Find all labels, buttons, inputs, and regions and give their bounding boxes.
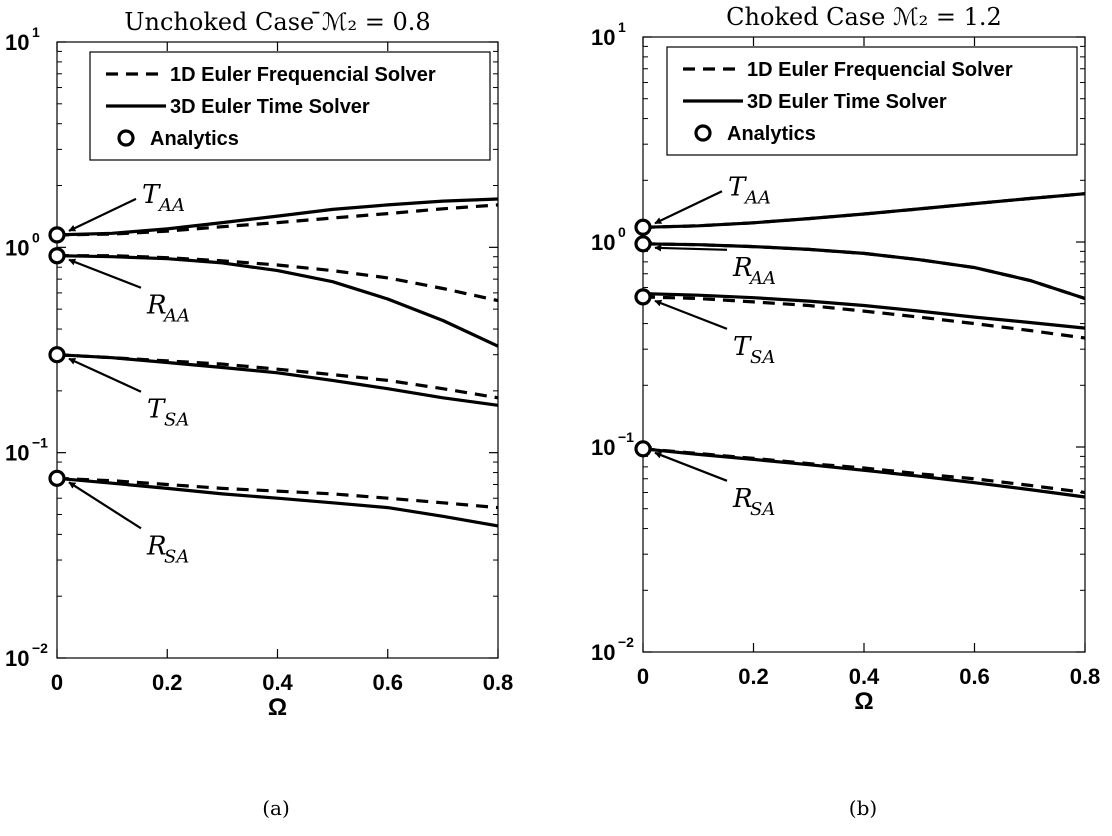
x-tick-label: 0.6 <box>372 670 403 695</box>
y-tick-exponent: 0 <box>32 229 40 245</box>
annotation-arrow <box>68 481 142 530</box>
x-tick-label: 0 <box>637 664 649 689</box>
y-tick-label: 10 <box>5 235 29 260</box>
x-tick-label: 0.8 <box>1070 664 1101 689</box>
series-line-r-aa-1d <box>57 254 499 303</box>
legend-label: Analytics <box>727 123 816 145</box>
annotation-arrow <box>68 357 142 393</box>
series-line-t-sa-3d <box>642 292 1086 330</box>
annotation-arrow <box>654 244 728 252</box>
annotation-subscript: AA <box>748 268 776 289</box>
x-axis-label: Ω <box>854 688 873 715</box>
x-tick-label: 0 <box>51 670 63 695</box>
annotation-label: R <box>732 253 753 283</box>
annotation-label: T <box>728 172 747 202</box>
legend: 1D Euler Frequencial Solver 3D Euler Time… <box>666 46 1078 156</box>
chart-title: Choked Case ℳ₂ = 1.2 <box>726 3 1002 31</box>
y-tick-exponent: −1 <box>32 435 48 451</box>
legend-swatch-marker <box>694 124 712 142</box>
x-tick-label: 0.2 <box>738 664 769 689</box>
annotation-subscript: AA <box>162 306 190 327</box>
annotation-subscript: AA <box>157 195 185 216</box>
analytics-marker <box>634 288 652 306</box>
analytics-marker <box>48 346 66 364</box>
annotation-label: R <box>732 484 753 514</box>
annotation-subscript: SA <box>164 546 189 567</box>
series-line-t-sa-1d <box>56 353 499 400</box>
series-line-t-sa-1d <box>642 295 1086 340</box>
annotation-label: T <box>733 332 752 362</box>
x-tick-label: 0.4 <box>262 670 293 695</box>
annotation-arrow <box>654 451 728 482</box>
legend-swatch-marker <box>117 129 135 147</box>
annotation-subscript: SA <box>750 499 775 520</box>
series-line-r-aa-3d <box>56 254 499 348</box>
y-tick-exponent: −2 <box>618 634 634 650</box>
series-line-r-sa-3d <box>642 447 1086 499</box>
x-tick-label: 0.8 <box>483 670 514 695</box>
annotation-label: T <box>142 180 161 210</box>
legend-label: 3D Euler Time Solver <box>747 91 947 113</box>
y-tick-label: 10 <box>591 640 615 665</box>
annotation-arrow <box>68 258 142 289</box>
y-tick-exponent: −1 <box>618 429 634 445</box>
chart-panel-2: Choked Case ℳ₂ = 1.210 110 010 −110 −20 0.2 0.… <box>591 3 1100 820</box>
series-line-t-aa-3d <box>642 192 1086 229</box>
series-line-r-sa-3d <box>56 476 499 528</box>
y-tick-label: 10 <box>591 435 615 460</box>
annotation-label: R <box>146 531 167 561</box>
annotation-arrow <box>654 299 728 330</box>
series-line-r-sa-1d <box>642 447 1086 495</box>
x-axis-label: Ω <box>268 694 287 721</box>
y-tick-label: 10 <box>5 646 29 671</box>
series-line-t-sa-3d <box>56 353 499 407</box>
x-tick-label: 0.6 <box>959 664 990 689</box>
legend-label: 3D Euler Time Solver <box>170 96 370 118</box>
series-line-t-aa-1d <box>56 203 499 237</box>
x-tick-label: 0.4 <box>849 664 880 689</box>
annotation-subscript: SA <box>750 347 775 368</box>
analytics-marker <box>48 226 66 244</box>
legend-label: 1D Euler Frequencial Solver <box>170 64 436 86</box>
y-tick-label: 10 <box>591 230 615 255</box>
y-tick-label: 10 <box>5 30 29 55</box>
analytics-marker <box>634 440 652 458</box>
y-tick-exponent: −2 <box>32 640 48 656</box>
y-tick-exponent: 1 <box>618 19 626 35</box>
y-tick-exponent: 1 <box>32 24 40 40</box>
legend: 1D Euler Frequencial Solver 3D Euler Time… <box>89 51 491 161</box>
analytics-marker <box>634 235 652 253</box>
y-tick-exponent: 0 <box>618 224 626 240</box>
series-line-r-sa-1d <box>56 476 499 510</box>
series-line-t-aa-3d <box>56 197 499 237</box>
analytics-marker <box>48 247 66 265</box>
chart-panel-1: Unchoked Case ̄ℳ₂ = 0.810 110 010 −110 −20 0.… <box>5 8 513 820</box>
analytics-marker <box>48 469 66 487</box>
annotation-arrow <box>68 197 137 232</box>
annotation-subscript: SA <box>164 410 189 431</box>
chart-title: Unchoked Case ̄ℳ₂ = 0.8 <box>124 8 430 36</box>
legend-label: 1D Euler Frequencial Solver <box>747 59 1013 81</box>
y-tick-label: 10 <box>591 25 615 50</box>
panel-caption: (b) <box>849 796 877 820</box>
analytics-marker <box>634 218 652 236</box>
panel-caption: (a) <box>262 796 290 820</box>
legend-label: Analytics <box>150 128 239 150</box>
y-tick-label: 10 <box>5 441 29 466</box>
x-tick-label: 0.2 <box>152 670 183 695</box>
annotation-label: R <box>146 291 167 321</box>
series-line-r-aa-3d <box>642 242 1086 301</box>
annotation-arrow <box>654 190 723 225</box>
annotation-subscript: AA <box>743 187 771 208</box>
annotation-label: T <box>147 395 166 425</box>
